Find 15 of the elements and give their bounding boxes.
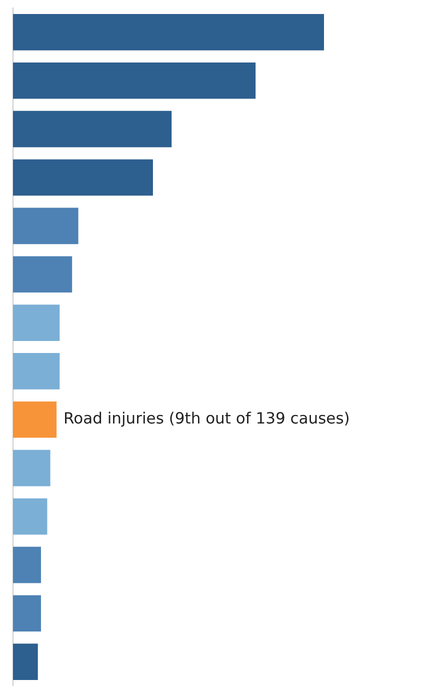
bar: [13, 110, 172, 148]
bar: [13, 14, 324, 50]
bar: [13, 304, 60, 341]
bar: [13, 256, 72, 293]
bar: [13, 401, 57, 438]
bar: [13, 353, 60, 390]
y-tick-label: Road injuries (9th out of 139 causes): [64, 410, 350, 428]
bar: [13, 450, 50, 486]
bar: [13, 498, 48, 535]
bar: [13, 595, 41, 632]
bar: [13, 208, 78, 244]
bar: [13, 62, 256, 99]
bar: [13, 644, 38, 680]
bar: [13, 546, 41, 584]
bar: [13, 159, 153, 196]
